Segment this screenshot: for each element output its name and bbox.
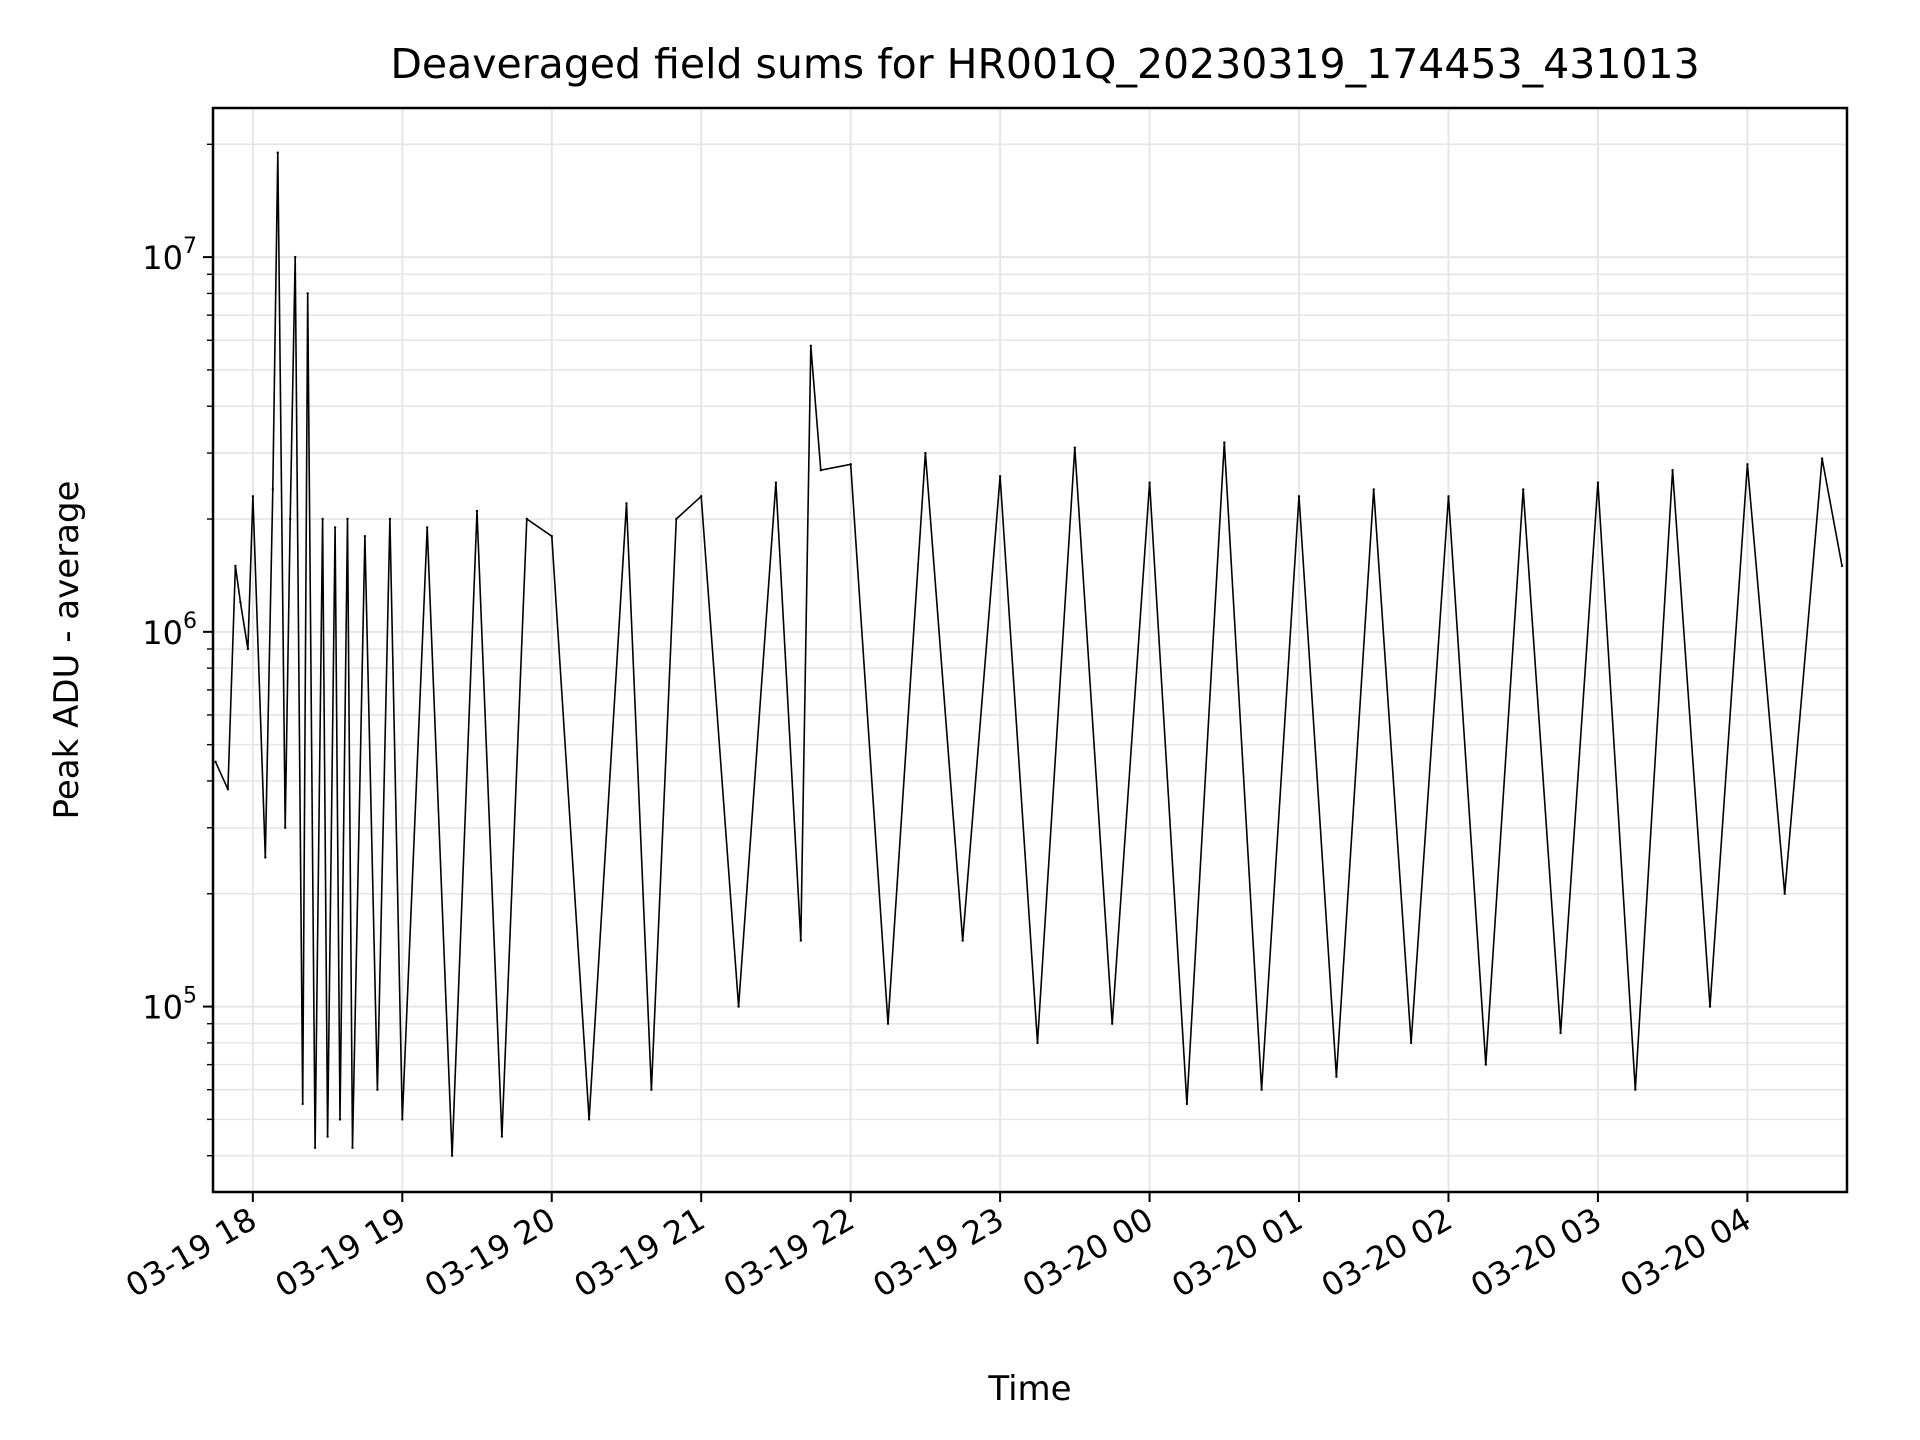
- x-tick-label: 03-20 01: [1165, 1200, 1309, 1305]
- data-point: [306, 292, 309, 295]
- data-point: [426, 526, 429, 529]
- data-point: [650, 1088, 653, 1091]
- x-tick-label: 03-19 20: [418, 1200, 562, 1305]
- data-point: [214, 760, 217, 763]
- data-point: [388, 517, 392, 521]
- data-point: [550, 535, 553, 538]
- data-point: [700, 495, 703, 498]
- data-point: [1484, 1063, 1488, 1066]
- data-point: [1820, 457, 1824, 460]
- data-point: [1634, 1088, 1637, 1091]
- data-point: [1840, 564, 1844, 568]
- data-point: [1372, 488, 1375, 491]
- x-tick-label: 03-19 19: [269, 1200, 413, 1305]
- x-tick-label: 03-19 21: [568, 1200, 712, 1305]
- x-tick-label: 03-20 00: [1016, 1200, 1160, 1305]
- data-point: [1783, 892, 1786, 895]
- series-layer: [214, 151, 1844, 1157]
- plot-frame: [211, 106, 1849, 1194]
- x-tick-label: 03-20 03: [1464, 1200, 1608, 1305]
- data-point: [819, 469, 822, 472]
- x-axis-label: Time: [987, 1369, 1071, 1409]
- data-point: [338, 1118, 342, 1121]
- data-point: [1447, 495, 1450, 498]
- data-point: [1297, 495, 1301, 498]
- data-point: [809, 344, 812, 347]
- data-point: [289, 517, 292, 521]
- data-point: [1559, 1031, 1562, 1035]
- data-point: [500, 1135, 504, 1138]
- chart-title: Deaveraged field sums for HR001Q_2023031…: [390, 40, 1699, 88]
- data-point: [294, 255, 297, 259]
- data-point: [251, 495, 255, 498]
- data-point: [525, 517, 528, 521]
- data-point: [1185, 1102, 1189, 1106]
- data-point: [1111, 1022, 1114, 1025]
- data-point: [401, 1118, 404, 1121]
- data-point: [961, 939, 964, 942]
- y-tick-label: 107: [142, 234, 197, 277]
- data-point: [1596, 481, 1600, 484]
- data-point: [450, 1154, 454, 1157]
- data-point: [1260, 1088, 1263, 1091]
- data-point: [234, 564, 237, 568]
- data-point: [774, 481, 778, 484]
- data-point: [239, 601, 242, 604]
- data-point: [625, 502, 628, 505]
- grid: [213, 108, 1847, 1192]
- data-point: [849, 463, 852, 466]
- data-point: [1036, 1041, 1039, 1045]
- data-point: [363, 535, 367, 538]
- data-point: [475, 509, 479, 513]
- data-point: [246, 647, 250, 651]
- data-point: [333, 526, 337, 529]
- data-point: [1746, 463, 1749, 466]
- data-point: [737, 1005, 740, 1008]
- x-tick-label: 03-19 23: [867, 1200, 1011, 1305]
- data-point: [301, 1102, 304, 1106]
- data-point: [1223, 441, 1226, 444]
- x-tick-label: 03-19 22: [717, 1200, 861, 1305]
- data-point: [1148, 481, 1151, 484]
- data-point: [351, 1146, 354, 1149]
- x-tick-label: 03-19 18: [119, 1200, 263, 1305]
- data-point: [271, 488, 274, 491]
- data-point: [376, 1088, 379, 1091]
- data-point: [326, 1135, 329, 1138]
- data-point: [321, 517, 324, 521]
- data-point: [924, 451, 927, 455]
- y-tick-label: 106: [142, 609, 197, 652]
- data-point: [264, 856, 267, 859]
- data-point: [587, 1118, 591, 1121]
- x-tick-label: 03-20 04: [1614, 1200, 1758, 1305]
- y-tick-label: 105: [142, 984, 197, 1027]
- data-point: [886, 1022, 890, 1025]
- data-point: [276, 151, 279, 154]
- data-point: [1671, 469, 1674, 472]
- x-tick-label: 03-20 02: [1315, 1200, 1459, 1305]
- data-point: [799, 939, 802, 942]
- data-point: [1409, 1041, 1413, 1045]
- data-point: [1073, 446, 1077, 449]
- data-point: [346, 517, 349, 521]
- data-point: [1708, 1005, 1712, 1008]
- data-point: [1335, 1075, 1338, 1078]
- data-point: [998, 475, 1002, 478]
- data-point: [226, 788, 230, 791]
- data-point: [1522, 488, 1525, 491]
- data-point: [284, 826, 287, 829]
- y-axis-label: Peak ADU - average: [47, 481, 87, 820]
- data-point: [675, 517, 678, 521]
- data-point: [313, 1146, 317, 1149]
